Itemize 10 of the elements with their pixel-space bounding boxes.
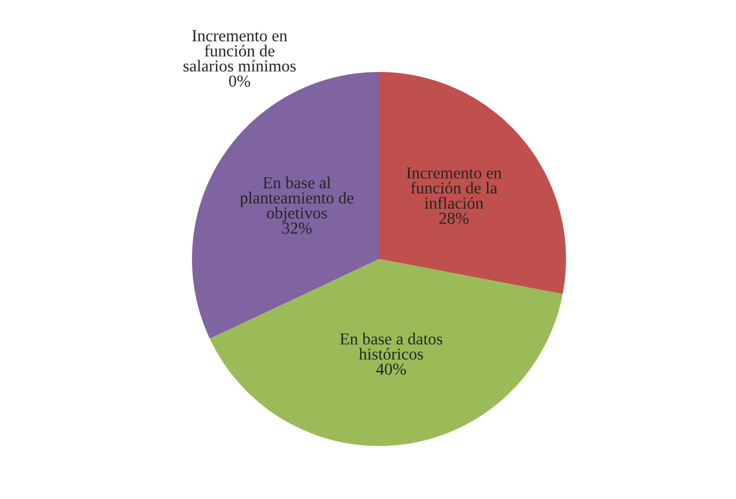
category-label: Incremento en función de salarios mínimos xyxy=(184,30,296,72)
data-label: 32% xyxy=(282,222,312,234)
data-label: 40% xyxy=(376,364,406,375)
slice-label: En base al planteamiento de objetivos xyxy=(240,176,354,222)
slice-label: Incremento en función de la inflación xyxy=(406,167,502,209)
slice-label: En base a datos históricos xyxy=(340,332,442,360)
text: 0% xyxy=(229,75,250,87)
data-label: 28% xyxy=(439,212,469,224)
pie-slice xyxy=(210,259,563,446)
pie-slice xyxy=(379,72,566,294)
